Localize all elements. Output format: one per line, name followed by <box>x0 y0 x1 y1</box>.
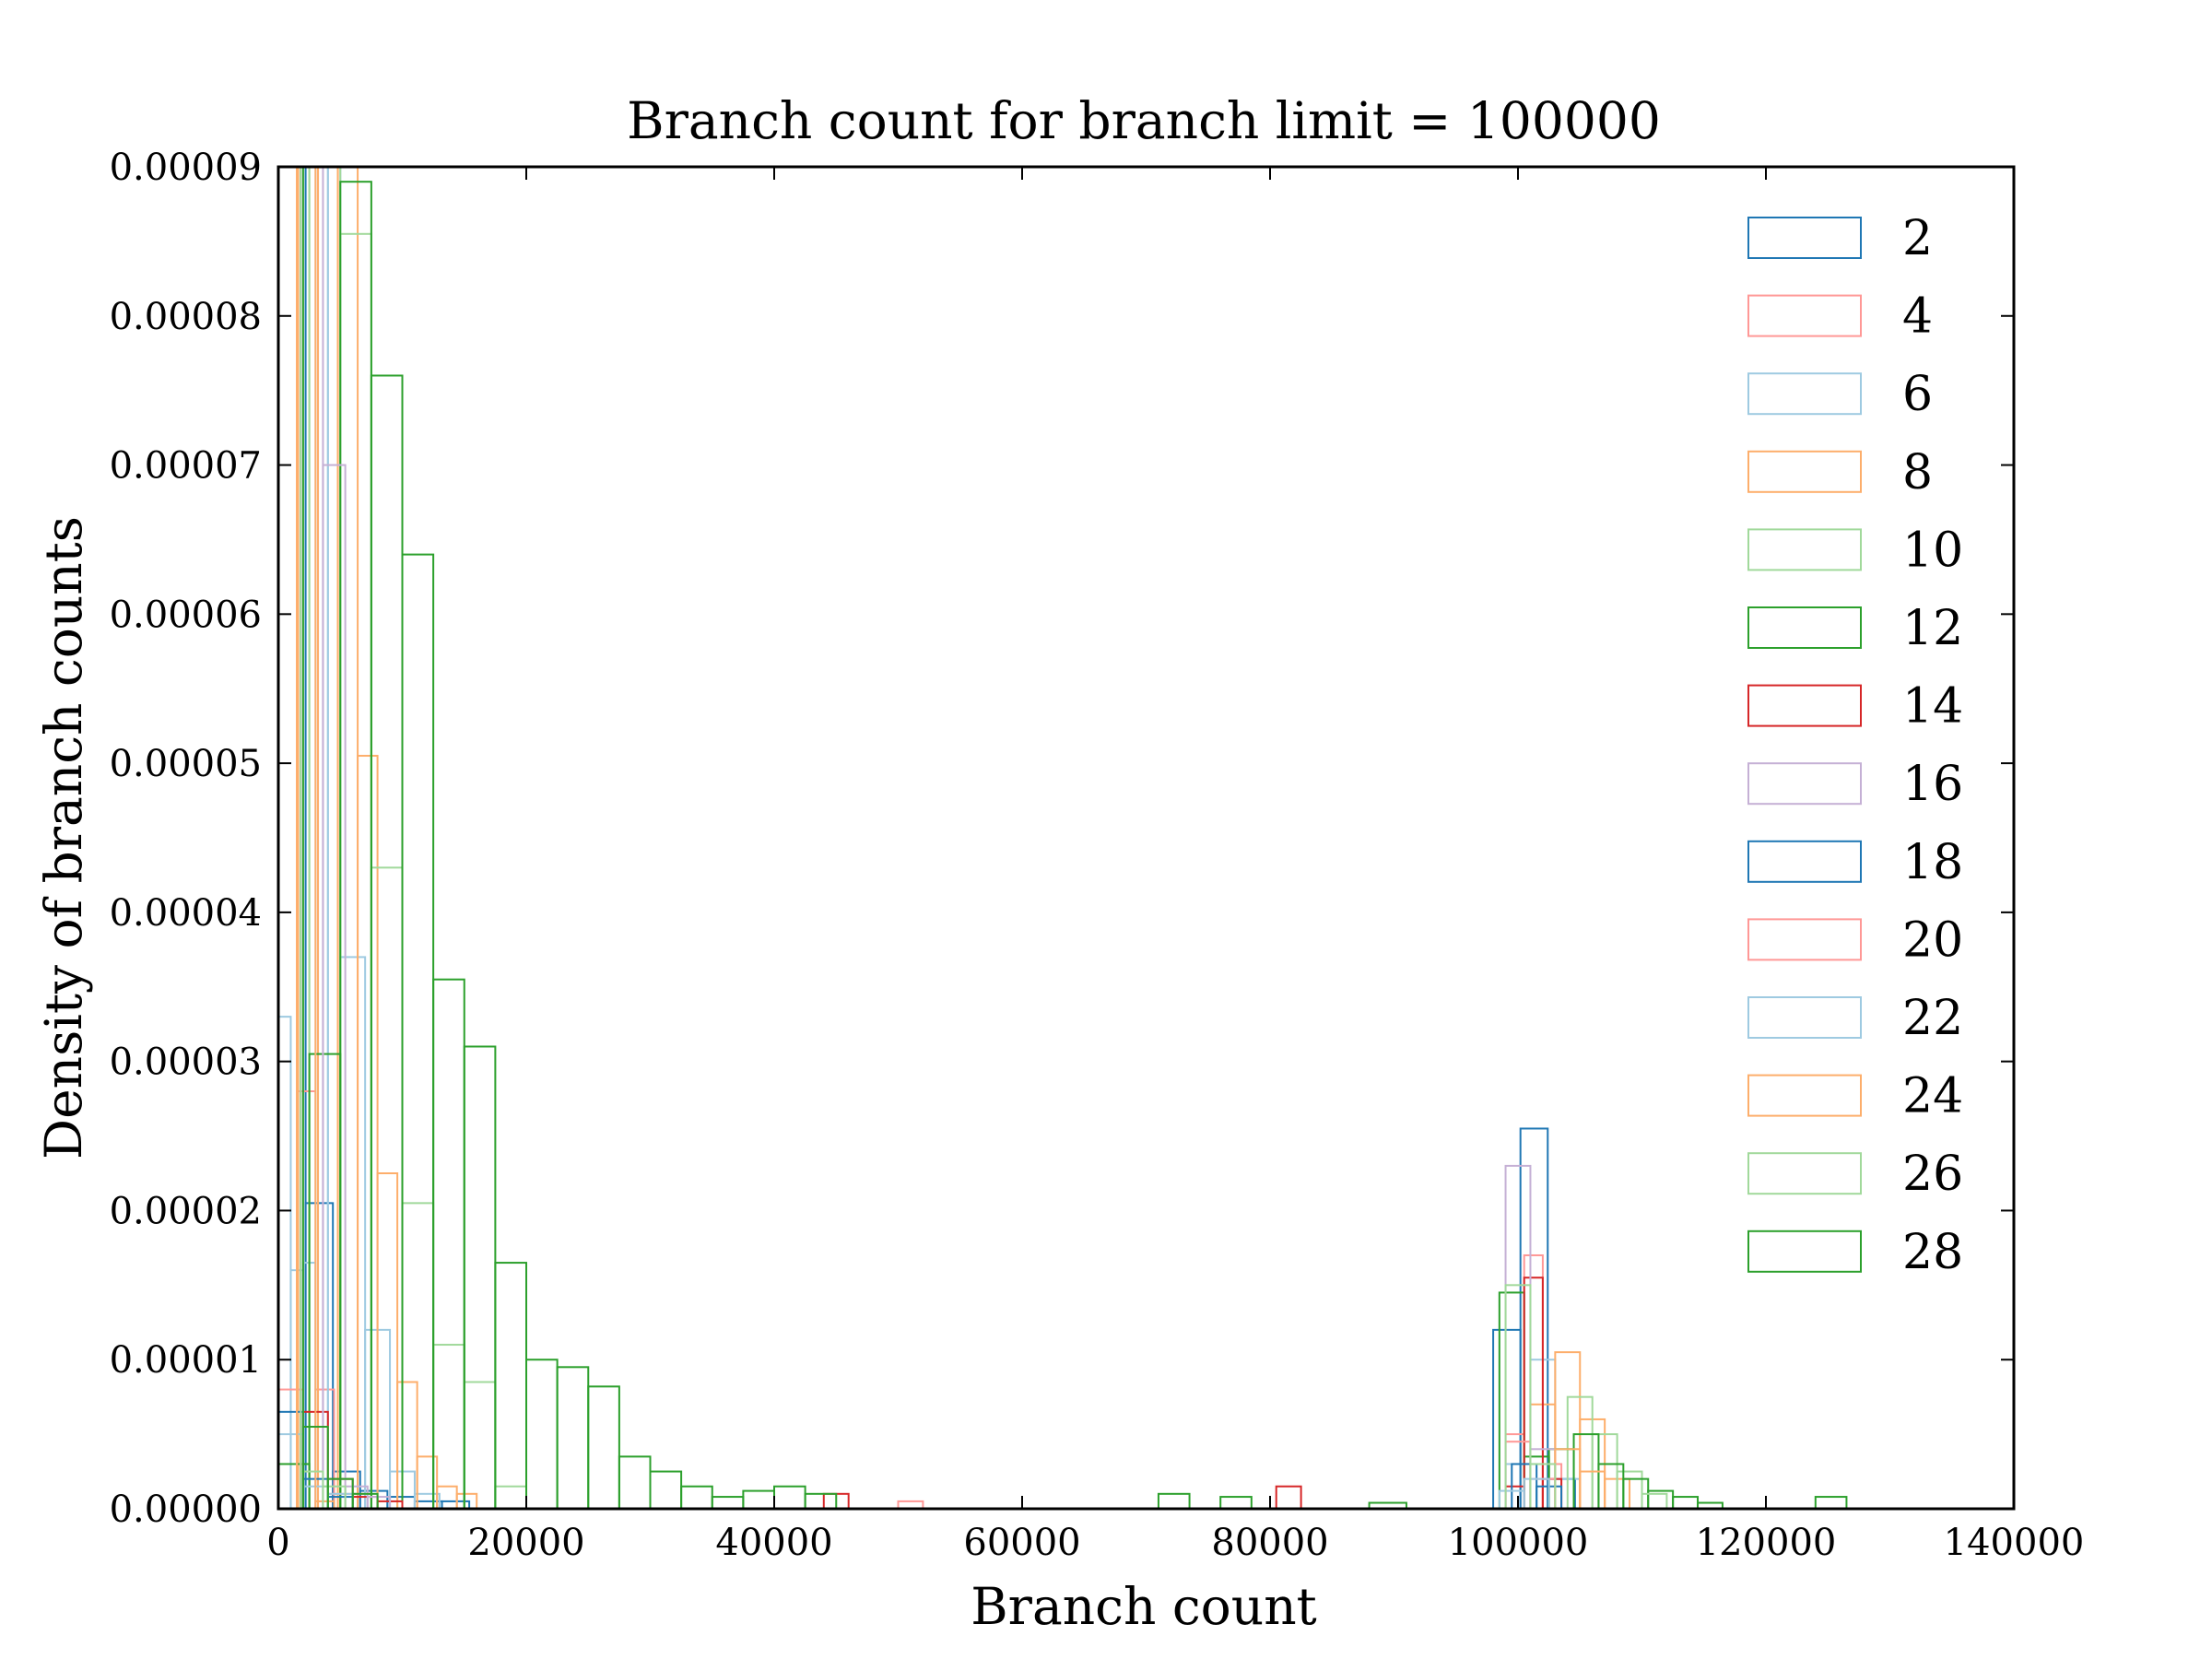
legend-label-18: 18 <box>1902 835 1963 890</box>
legend-swatch-8 <box>1747 450 1862 493</box>
legend-swatch-20 <box>1747 918 1862 961</box>
legend-swatch-28 <box>1747 1230 1862 1273</box>
legend-label-2: 2 <box>1902 211 1933 266</box>
legend-swatch-2 <box>1747 217 1862 259</box>
y-tick-label: 0.00007 <box>110 445 262 488</box>
legend-swatch-24 <box>1747 1074 1862 1117</box>
y-tick-label: 0.00003 <box>110 1041 262 1084</box>
legend-label-24: 24 <box>1902 1069 1963 1124</box>
chart-title: Branch count for branch limit = 100000 <box>627 91 1661 150</box>
legend-swatch-4 <box>1747 294 1862 337</box>
legend-swatch-6 <box>1747 372 1862 416</box>
legend-swatch-18 <box>1747 840 1862 883</box>
x-axis-label: Branch count <box>971 1577 1317 1636</box>
x-axis: 0 20000 40000 60000 80000 100000 120000 140000 <box>266 167 2084 1564</box>
x-tick-label: 0 <box>266 1522 289 1564</box>
y-tick-label: 0.00004 <box>110 892 262 935</box>
plot-frame <box>276 165 2016 1511</box>
y-axis-label: Density of branch counts <box>34 516 93 1159</box>
legend-label-22: 22 <box>1902 991 1963 1046</box>
legend-label-28: 28 <box>1902 1225 1963 1280</box>
legend-swatch-22 <box>1747 996 1862 1039</box>
y-tick-label: 0.00009 <box>110 147 262 189</box>
legend-label-14: 14 <box>1902 679 1963 735</box>
legend-label-8: 8 <box>1902 445 1933 500</box>
legend-label-4: 4 <box>1902 289 1933 345</box>
x-tick-label: 140000 <box>1944 1522 2085 1564</box>
y-tick-label: 0.00002 <box>110 1190 262 1232</box>
legend-label-10: 10 <box>1902 523 1963 578</box>
y-tick-label: 0.00006 <box>110 594 262 636</box>
legend-label-12: 12 <box>1902 601 1963 656</box>
legend-swatch-16 <box>1747 762 1862 806</box>
legend-label-6: 6 <box>1902 367 1933 422</box>
x-tick-label: 20000 <box>467 1522 584 1564</box>
y-tick-label: 0.00005 <box>110 743 262 785</box>
x-tick-label: 60000 <box>963 1522 1080 1564</box>
legend-swatch-14 <box>1747 684 1862 727</box>
y-axis: 0.00000 0.00001 0.00002 0.00003 0.00004 0.000… <box>110 147 2014 1531</box>
legend-label-16: 16 <box>1902 757 1963 812</box>
x-tick-label: 40000 <box>715 1522 832 1564</box>
legend-label-26: 26 <box>1902 1147 1963 1202</box>
x-tick-label: 100000 <box>1448 1522 1589 1564</box>
y-tick-label: 0.00008 <box>110 296 262 338</box>
legend-swatch-12 <box>1747 606 1862 649</box>
x-tick-label: 80000 <box>1211 1522 1328 1564</box>
y-tick-label: 0.00000 <box>110 1488 262 1531</box>
legend-label-20: 20 <box>1902 912 1963 968</box>
x-tick-label: 120000 <box>1696 1522 1837 1564</box>
legend-swatch-26 <box>1747 1152 1862 1195</box>
legend-swatch-10 <box>1747 528 1862 571</box>
y-tick-label: 0.00001 <box>110 1339 262 1382</box>
